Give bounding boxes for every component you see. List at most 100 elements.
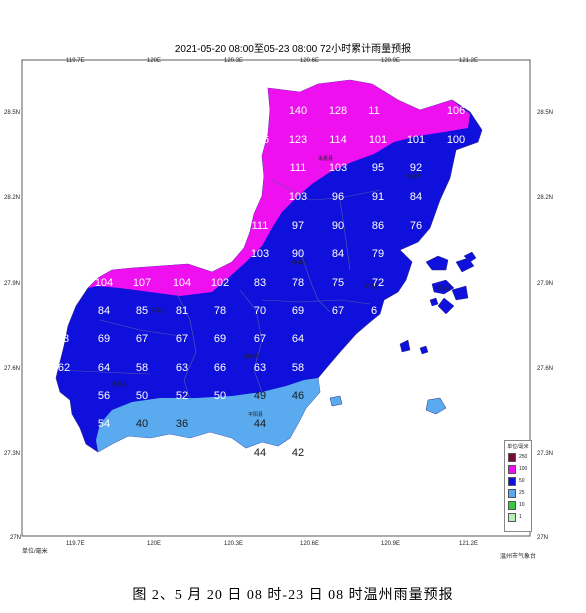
svg-text:永嘉县: 永嘉县 xyxy=(318,155,333,162)
rainfall-value: 111 xyxy=(290,162,307,174)
lat-tick-left-2: 28.2N xyxy=(4,195,20,201)
rainfall-value: 49 xyxy=(254,390,266,402)
rainfall-value: 91 xyxy=(372,191,384,203)
rainfall-value: 85 xyxy=(136,305,148,317)
rainfall-value: 72 xyxy=(372,277,384,289)
legend-label: 100 xyxy=(519,466,528,472)
unit-label: 单位/毫米 xyxy=(22,549,48,555)
rainfall-value: 102 xyxy=(211,277,229,289)
rainfall-value: 128 xyxy=(329,105,347,117)
rainfall-value: 44 xyxy=(254,447,266,459)
lat-tick-right-2: 28.2N xyxy=(537,195,553,201)
rainfall-value: 56 xyxy=(98,390,110,402)
rainfall-value: 111 xyxy=(252,220,269,232)
lon-tick-top-4: 120.6E xyxy=(300,58,319,64)
lon-tick-bottom-5: 120.9E xyxy=(381,541,400,547)
offshore-islands xyxy=(399,251,477,355)
figure-caption: 图 2、5 月 20 日 08 时-23 日 08 时温州雨量预报 xyxy=(132,588,454,603)
lat-tick-left-4: 27.6N xyxy=(4,366,20,372)
legend-title: 单位/毫米 xyxy=(507,444,529,450)
legend-swatch xyxy=(508,489,516,498)
svg-text:瑞安市: 瑞安市 xyxy=(244,353,259,360)
lon-tick-top-5: 120.9E xyxy=(381,58,400,64)
rainfall-value: 67 xyxy=(136,333,148,345)
rainfall-value: 79 xyxy=(372,248,384,260)
rainfall-value: 76 xyxy=(410,220,422,232)
rainfall-value: 11 xyxy=(368,105,379,117)
rainfall-value: 69 xyxy=(98,333,110,345)
legend-item: 1 xyxy=(508,513,528,522)
rainfall-value: 107 xyxy=(133,277,151,289)
legend-item: 25 xyxy=(508,489,528,498)
legend-swatch xyxy=(508,477,516,486)
rainfall-value: 66 xyxy=(214,362,226,374)
legend-label: 25 xyxy=(519,490,525,496)
source-label: 温州市气象台 xyxy=(500,554,537,560)
rainfall-value: 96 xyxy=(332,191,344,203)
rainfall-value: 50 xyxy=(214,390,226,402)
rainfall-value: 101 xyxy=(369,134,387,146)
lon-tick-top-2: 120E xyxy=(147,58,161,64)
rainfall-value: 103 xyxy=(251,248,269,260)
rainfall-value: 106 xyxy=(447,105,465,117)
legend-item: 100 xyxy=(508,465,528,474)
town-labels: 永嘉县 鹿城区 龙湾区 文成县 瑞安市 泰顺县 平阳县 乐清市 洞头区 xyxy=(112,155,451,418)
svg-text:乐清市: 乐清市 xyxy=(406,173,421,180)
rainfall-value: 36 xyxy=(176,418,188,430)
rainfall-values: 140 128 11 106 126 123 114 101 101 100 111 103 95 92 1… xyxy=(58,105,465,459)
southern-islands xyxy=(329,395,447,415)
rainfall-value: 64 xyxy=(98,362,110,374)
rainfall-value: 69 xyxy=(292,305,304,317)
lon-tick-bottom-2: 120E xyxy=(147,541,161,547)
county-boundaries xyxy=(59,179,381,401)
legend-swatch xyxy=(508,453,516,462)
rainfall-value: 104 xyxy=(95,277,113,289)
rainfall-value: 42 xyxy=(292,447,304,459)
svg-text:鹿城区: 鹿城区 xyxy=(292,259,307,266)
rainfall-value: 104 xyxy=(173,277,191,289)
legend-swatch xyxy=(508,465,516,474)
rainfall-value: 101 xyxy=(407,134,425,146)
rainfall-value: 78 xyxy=(292,277,304,289)
rainfall-value: 40 xyxy=(136,418,148,430)
rainfall-value: 67 xyxy=(332,305,344,317)
rainfall-value: 103 xyxy=(289,191,307,203)
rainfall-value: 44 xyxy=(254,418,266,430)
rainfall-value: 84 xyxy=(98,305,110,317)
map-title: 2021-05-20 08:00至05-23 08:00 72小时累计雨量预报 xyxy=(174,44,412,55)
lat-tick-right-4: 27.6N xyxy=(537,366,553,372)
rainfall-value: 70 xyxy=(254,305,266,317)
rainfall-value: 83 xyxy=(254,277,266,289)
rainfall-value: 58 xyxy=(136,362,148,374)
rainfall-value: 103 xyxy=(329,162,347,174)
lat-tick-left-5: 27.3N xyxy=(4,451,20,457)
lon-tick-top-3: 120.3E xyxy=(224,58,243,64)
legend-item: 10 xyxy=(508,501,528,510)
legend: 单位/毫米 250 100 50 25 10 1 xyxy=(504,440,532,532)
rainfall-value: 3 xyxy=(63,333,69,345)
svg-text:洞头区: 洞头区 xyxy=(436,285,451,292)
rainfall-value: 62 xyxy=(58,362,70,374)
lat-tick-right-5: 27.3N xyxy=(537,451,553,457)
rainfall-map: 119.7E 120E 120.3E 120.6E 120.9E 121.2E … xyxy=(4,58,553,547)
svg-text:平阳县: 平阳县 xyxy=(248,411,263,418)
rainfall-value: 50 xyxy=(136,390,148,402)
rainfall-value: 84 xyxy=(332,248,344,260)
legend-label: 10 xyxy=(519,502,525,508)
legend-label: 1 xyxy=(519,514,522,520)
svg-text:泰顺县: 泰顺县 xyxy=(112,381,127,388)
rainfall-value: 84 xyxy=(410,191,422,203)
lon-tick-top-1: 119.7E xyxy=(66,58,85,64)
rainfall-value: 90 xyxy=(332,220,344,232)
rainfall-value: 92 xyxy=(410,162,422,174)
lon-tick-bottom-6: 121.2E xyxy=(459,541,478,547)
lon-tick-bottom-4: 120.6E xyxy=(300,541,319,547)
rainfall-value: 67 xyxy=(254,333,266,345)
rainfall-value: 67 xyxy=(176,333,188,345)
rainfall-value: 75 xyxy=(332,277,344,289)
lat-tick-left-3: 27.9N xyxy=(4,281,20,287)
legend-item: 50 xyxy=(508,477,528,486)
rainfall-value: 64 xyxy=(292,333,304,345)
svg-text:文成县: 文成县 xyxy=(150,307,165,314)
rainfall-value: 123 xyxy=(289,134,307,146)
